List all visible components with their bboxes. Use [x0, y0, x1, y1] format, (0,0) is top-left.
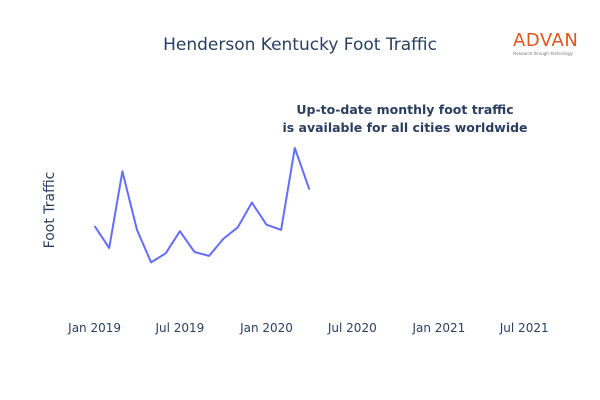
x-tick-label: Jul 2020 [327, 321, 377, 335]
series-layer [93, 147, 311, 264]
foot-traffic-line [93, 147, 311, 264]
x-tick-label: Jul 2021 [499, 321, 549, 335]
availability-annotation: Up-to-date monthly foot traffic is avail… [250, 101, 560, 137]
chart-title: Henderson Kentucky Foot Traffic [163, 35, 437, 55]
x-axis-ticks: Jan 2019 Jul 2019 Jan 2020 Jul 2020 Jan 2021… [67, 321, 548, 335]
logo-tagline: Research through Technology [513, 51, 573, 56]
advan-logo: ADVAN Research through Technology [513, 30, 593, 57]
annotation-line-2: is available for all cities worldwide [282, 120, 528, 135]
x-tick-label: Jan 2019 [67, 321, 121, 335]
x-tick-label: Jan 2020 [239, 321, 293, 335]
annotation-line-1: Up-to-date monthly foot traffic [296, 102, 514, 117]
x-tick-label: Jul 2019 [154, 321, 204, 335]
logo-name: ADVAN [513, 30, 579, 51]
x-tick-label: Jan 2021 [411, 321, 465, 335]
